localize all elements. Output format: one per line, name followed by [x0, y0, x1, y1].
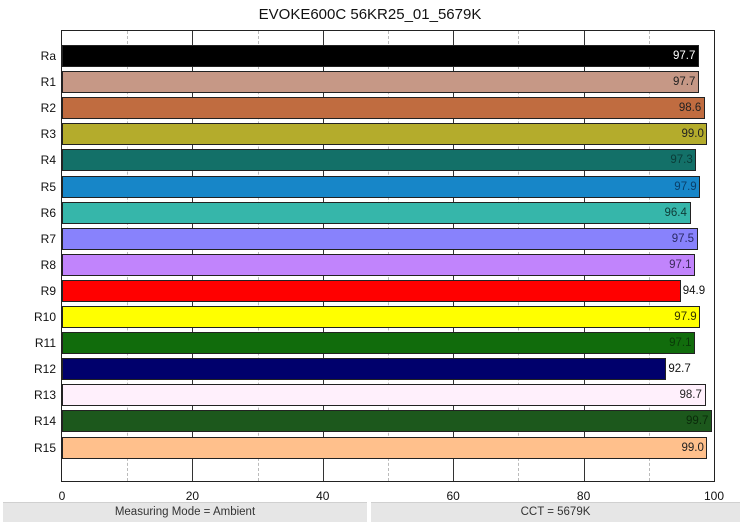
- bar-ra: [62, 45, 699, 67]
- x-tick-label: 80: [576, 489, 591, 503]
- x-tick-label: 100: [703, 489, 725, 503]
- bar-r11: [62, 332, 696, 355]
- bar-r1: [62, 71, 699, 94]
- bar-value-label: 97.7: [673, 50, 696, 62]
- y-tick-label: R2: [40, 101, 56, 116]
- bar-value-label: 92.7: [668, 363, 691, 376]
- x-tick-label: 40: [316, 489, 330, 503]
- x-tick-label: 20: [185, 489, 200, 503]
- chart-title: EVOKE600C 56KR25_01_5679K: [258, 6, 482, 23]
- measuring-mode-status: Measuring Mode = Ambient: [3, 502, 367, 522]
- bar-value-label: 99.0: [681, 128, 704, 141]
- bar-r8: [62, 253, 696, 276]
- y-tick-label: R11: [34, 336, 56, 351]
- bar-value-label: 97.3: [670, 154, 693, 167]
- bar-r12: [62, 358, 667, 381]
- bar-r14: [62, 410, 713, 433]
- y-tick-label: R8: [40, 257, 56, 272]
- x-tick-label: 60: [446, 489, 460, 503]
- cct-status: CCT = 5679K: [371, 502, 740, 522]
- bar-value-label: 97.9: [674, 311, 697, 323]
- y-tick-label: Ra: [40, 49, 56, 63]
- y-tick-label: R15: [33, 440, 56, 455]
- bar-r13: [62, 384, 706, 407]
- bar-value-label: 99.0: [681, 441, 704, 454]
- bar-r5: [62, 175, 701, 198]
- y-tick-label: R14: [33, 414, 56, 429]
- bar-r3: [62, 123, 708, 146]
- bar-value-label: 99.7: [686, 415, 709, 428]
- y-tick-label: R3: [40, 127, 56, 142]
- bar-value-label: 97.7: [673, 76, 696, 89]
- bar-value-label: 98.7: [679, 389, 702, 402]
- bar-value-label: 97.1: [669, 258, 692, 271]
- bar-r9: [62, 279, 681, 302]
- bar-value-label: 97.1: [669, 337, 692, 350]
- y-tick-label: R10: [33, 310, 56, 324]
- bar-value-label: 97.9: [674, 180, 697, 193]
- y-tick-label: R4: [40, 153, 56, 168]
- y-tick-label: R12: [33, 362, 56, 377]
- y-tick-label: R13: [33, 388, 56, 403]
- bar-r15: [62, 436, 708, 459]
- bar-value-label: 94.9: [682, 284, 706, 297]
- bar-r7: [62, 227, 698, 250]
- x-tick-label: 0: [58, 489, 66, 503]
- bar-r4: [62, 149, 697, 172]
- bar-r6: [62, 201, 691, 224]
- bar-r10: [62, 306, 701, 328]
- bar-r2: [62, 97, 705, 120]
- bar-value-label: 98.6: [678, 102, 702, 115]
- y-tick-label: R9: [40, 283, 56, 298]
- bar-value-label: 97.5: [671, 232, 695, 245]
- y-tick-label: R7: [40, 231, 56, 246]
- bar-value-label: 96.4: [664, 206, 687, 219]
- y-tick-label: R1: [40, 75, 56, 90]
- plot-area: 97.7 97.7 98.6 99.0 97.3 97.9 96.4 97.5 97.1 94.9…: [61, 30, 715, 482]
- y-tick-label: R6: [40, 205, 56, 220]
- y-tick-label: R5: [40, 179, 56, 194]
